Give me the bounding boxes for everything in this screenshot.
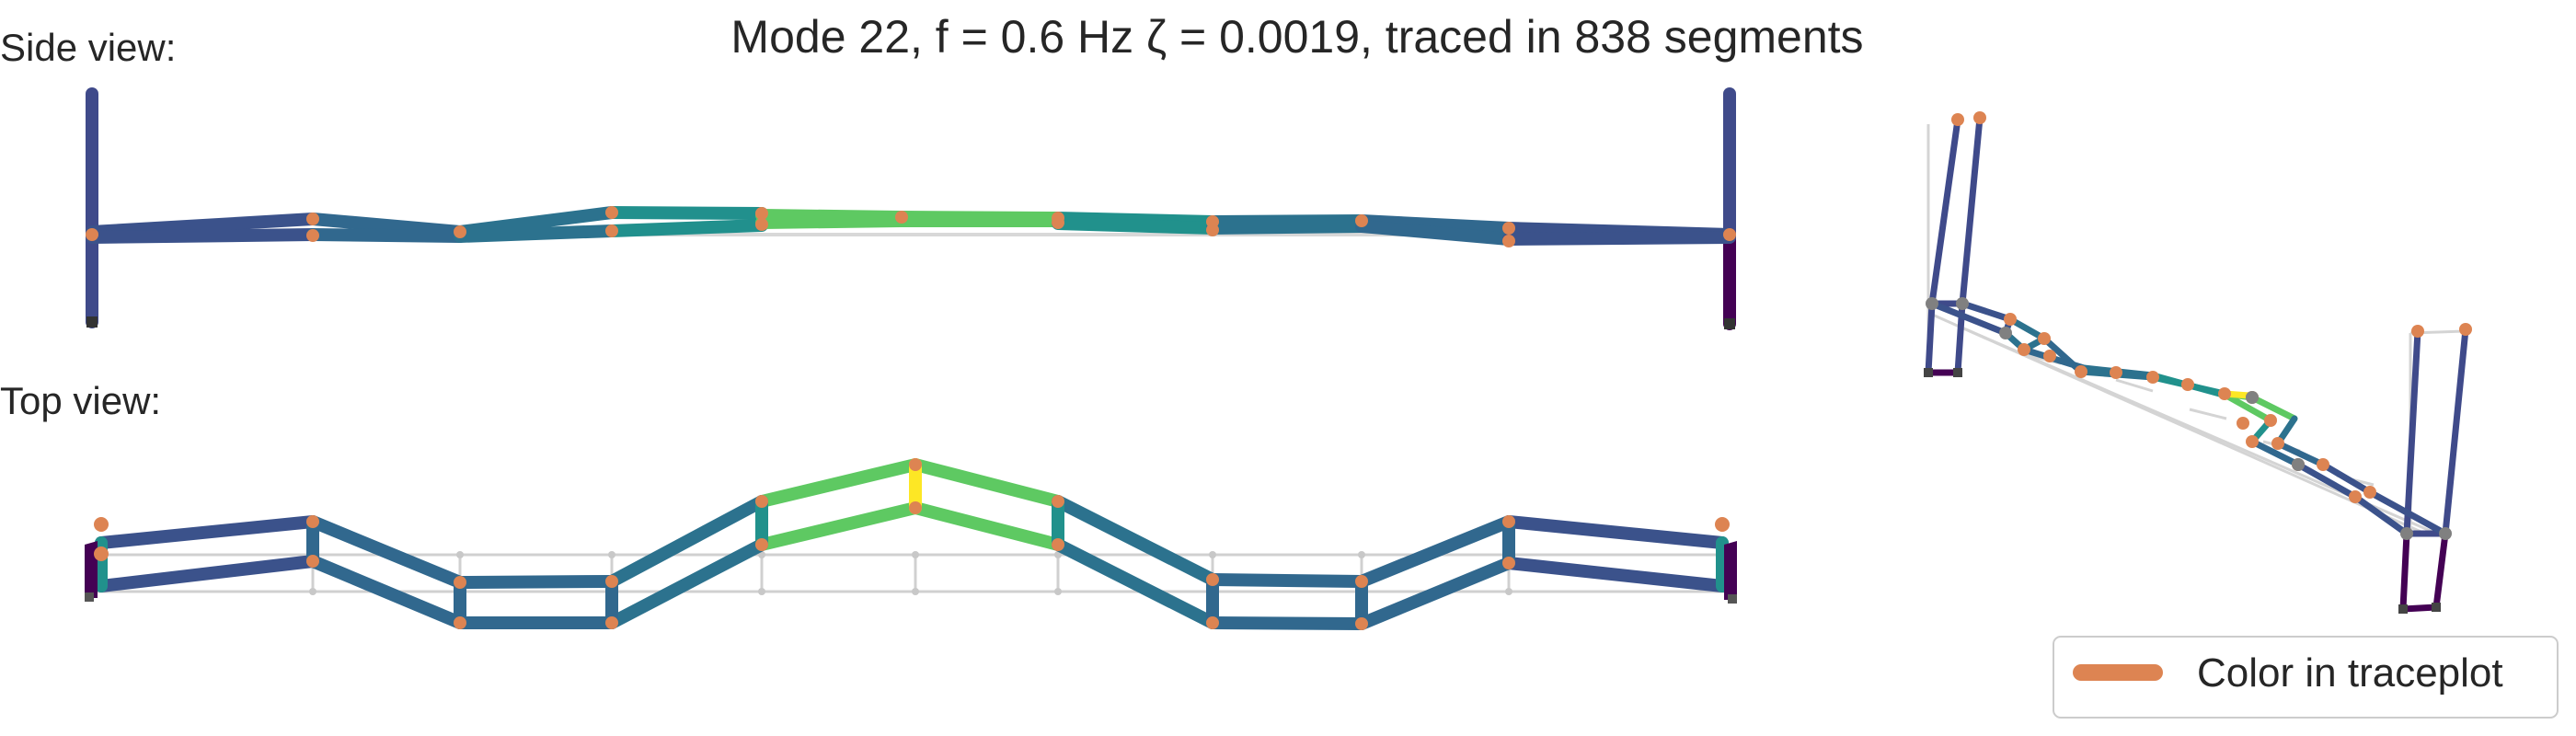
side-view-diagram	[86, 87, 1736, 330]
side-members	[86, 87, 1736, 330]
top-view-diagram	[85, 458, 1737, 630]
iso-nodes	[1951, 111, 2472, 503]
top-view-label: Top view:	[0, 379, 161, 422]
legend: Color in traceplot	[2053, 636, 2559, 719]
top-undeformed-grid	[92, 553, 1730, 593]
side-view-label: Side view:	[0, 26, 176, 69]
iso-supports	[1924, 368, 2441, 614]
top-members	[95, 458, 1729, 630]
isometric-view-diagram	[1924, 111, 2472, 614]
side-supports	[86, 316, 1735, 329]
legend-label: Color in traceplot	[2197, 650, 2503, 696]
side-nodes	[86, 206, 1736, 247]
figure-title: Mode 22, f = 0.6 Hz ζ = 0.0019, traced i…	[730, 11, 1863, 63]
iso-gray-nodes	[1926, 297, 2452, 540]
legend-box	[2053, 636, 2559, 719]
top-supports	[85, 592, 1737, 604]
iso-towers	[1925, 114, 2469, 613]
top-nodes	[94, 458, 1730, 630]
